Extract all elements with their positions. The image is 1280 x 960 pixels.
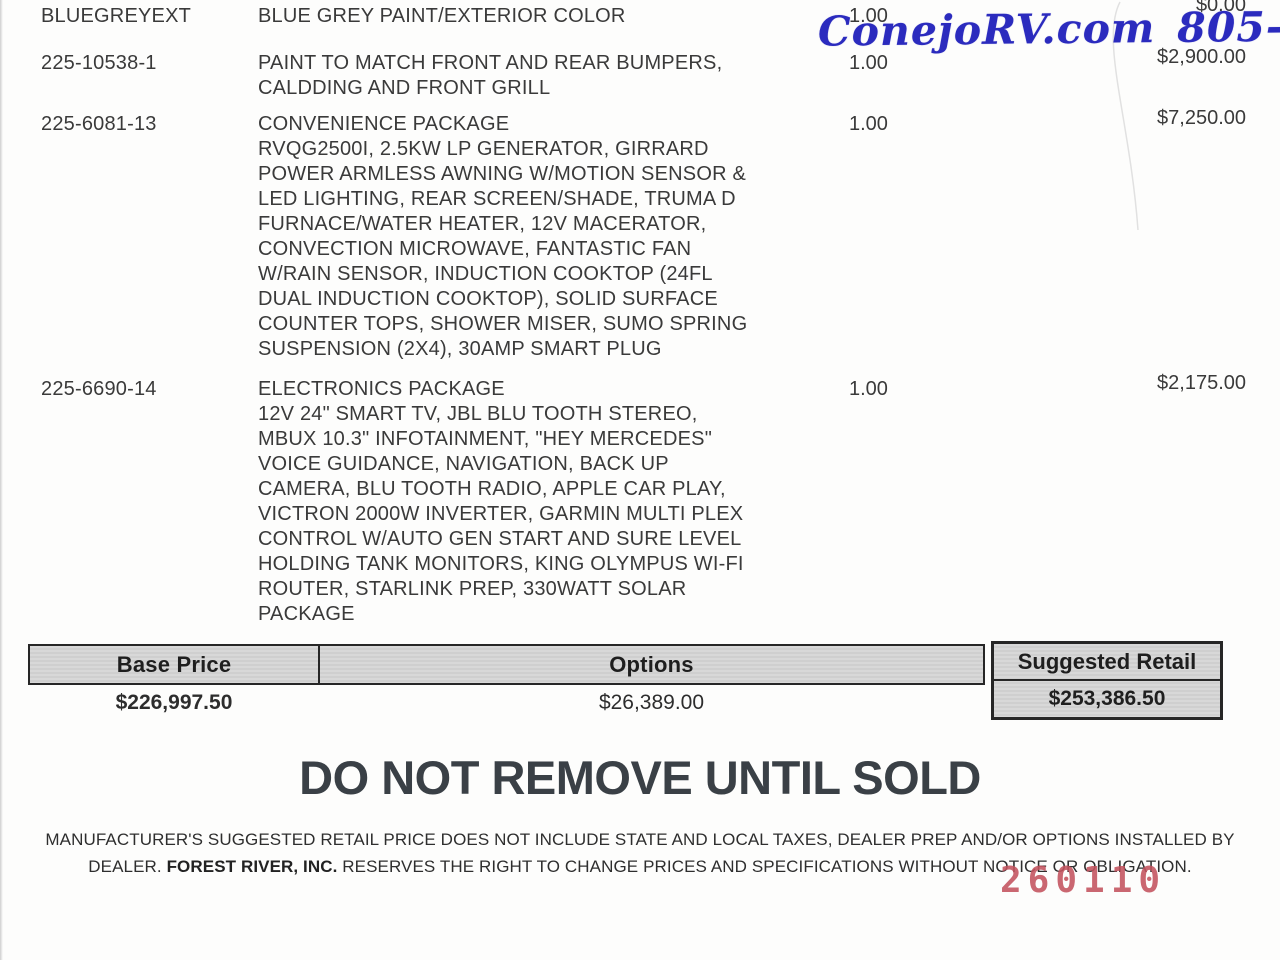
suggested-retail-header: Suggested Retail — [994, 644, 1220, 681]
summary-header-band: Base Price Options — [28, 644, 985, 685]
scan-edge-artifact — [0, 0, 3, 960]
item-code: 225-6081-13 — [41, 113, 157, 135]
disclaimer-text: MANUFACTURER'S SUGGESTED RETAIL PRICE DO… — [0, 826, 1280, 880]
scan-scratch-artifact — [1112, 1, 1139, 231]
item-qty: 1.00 — [849, 378, 888, 400]
dealer-phone-text: 805-496-8700 — [1177, 0, 1280, 52]
item-code: BLUEGREYEXT — [41, 5, 192, 27]
base-price-header: Base Price — [30, 646, 320, 683]
disclaimer-company-name: FOREST RIVER, INC. — [166, 857, 338, 876]
item-qty: 1.00 — [849, 113, 888, 135]
options-header: Options — [609, 651, 694, 677]
item-price: $2,900.00 — [1157, 46, 1246, 68]
options-value: $26,389.00 — [598, 691, 705, 714]
suggested-retail-box: Suggested Retail $253,386.50 — [991, 641, 1223, 720]
item-qty: 1.00 — [849, 52, 888, 74]
item-description: PAINT TO MATCH FRONT AND REAR BUMPERS, C… — [258, 52, 723, 99]
do-not-remove-notice: DO NOT REMOVE UNTIL SOLD — [299, 751, 981, 804]
suggested-retail-value: $253,386.50 — [1048, 687, 1166, 710]
item-code: 225-6690-14 — [41, 378, 157, 400]
disclaimer-line2-prefix: DEALER. — [88, 857, 167, 876]
dealer-site-text: ConejoRV.com — [817, 4, 1156, 56]
stock-number-stamp: 260110 — [1000, 860, 1167, 901]
disclaimer-line1: MANUFACTURER'S SUGGESTED RETAIL PRICE DO… — [45, 830, 1235, 849]
dealer-watermark: ConejoRV.com 805-496-8700 — [818, 0, 1280, 55]
item-description: ELECTRONICS PACKAGE 12V 24" SMART TV, JB… — [258, 378, 744, 625]
item-description: CONVENIENCE PACKAGE RVQG2500I, 2.5KW LP … — [258, 113, 748, 360]
item-price: $7,250.00 — [1157, 107, 1246, 129]
item-qty: 1.00 — [849, 5, 888, 27]
item-code: 225-10538-1 — [41, 52, 157, 74]
item-price: $2,175.00 — [1157, 372, 1246, 394]
base-price-value: $226,997.50 — [115, 691, 233, 714]
item-description: BLUE GREY PAINT/EXTERIOR COLOR — [258, 5, 626, 27]
item-price: $0.00 — [1195, 0, 1246, 16]
disclaimer-line2-suffix: RESERVES THE RIGHT TO CHANGE PRICES AND … — [337, 857, 1192, 876]
